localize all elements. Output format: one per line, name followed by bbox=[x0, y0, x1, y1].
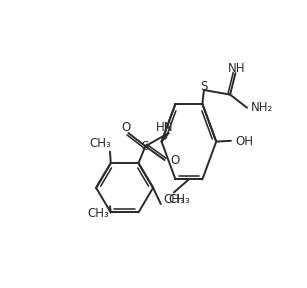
Text: NH₂: NH₂ bbox=[251, 101, 273, 114]
Text: NH: NH bbox=[227, 62, 245, 75]
Text: CH₃: CH₃ bbox=[163, 193, 185, 206]
Text: CH₃: CH₃ bbox=[87, 207, 109, 220]
Text: O: O bbox=[122, 121, 131, 134]
Text: S: S bbox=[200, 80, 208, 93]
Text: CH₃: CH₃ bbox=[90, 137, 112, 150]
Text: S: S bbox=[142, 140, 149, 153]
Text: CH₃: CH₃ bbox=[169, 193, 190, 206]
Text: HN: HN bbox=[156, 121, 173, 134]
Text: OH: OH bbox=[235, 135, 254, 148]
Text: O: O bbox=[171, 154, 180, 166]
